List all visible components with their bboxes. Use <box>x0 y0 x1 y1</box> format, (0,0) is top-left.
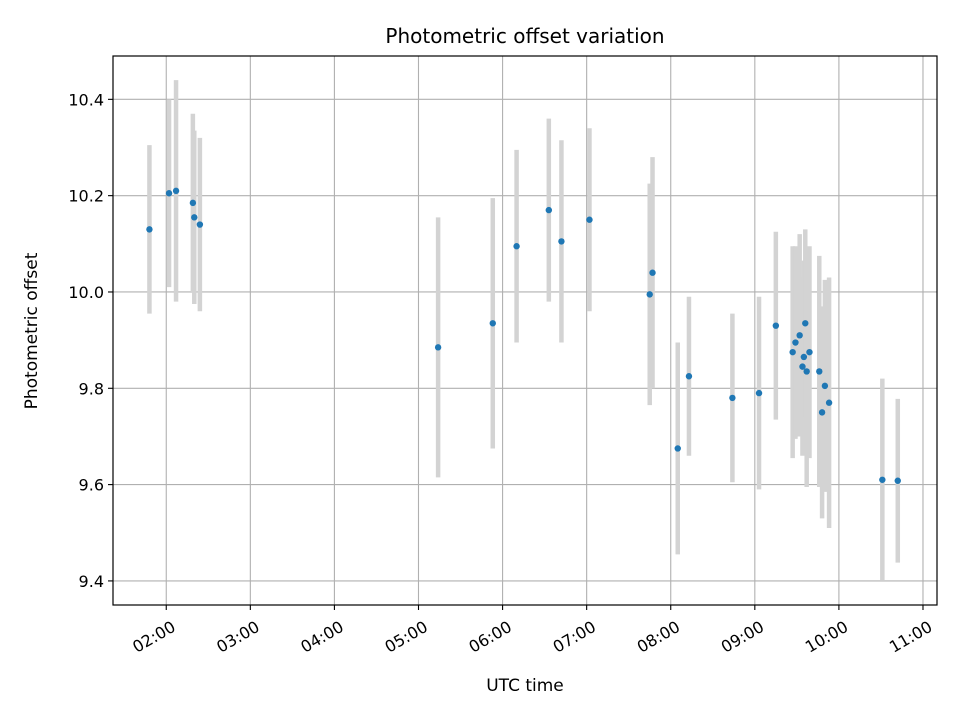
y-tick-label: 10.4 <box>68 90 104 109</box>
data-point <box>191 214 198 221</box>
data-point <box>755 389 763 397</box>
data-point <box>803 368 810 375</box>
data-point <box>558 238 565 245</box>
plot-area-frame <box>112 55 938 606</box>
data-point <box>816 368 823 375</box>
data-point <box>434 344 442 351</box>
data-point <box>806 348 813 356</box>
y-tick-label: 10.2 <box>68 187 104 206</box>
data-points <box>146 187 901 484</box>
y-tick-label: 9.6 <box>79 476 104 495</box>
data-point <box>586 216 593 223</box>
x-axis-label: UTC time <box>486 676 564 696</box>
data-point <box>489 320 496 327</box>
data-point <box>879 476 886 483</box>
y-axis-label: Photometric offset <box>22 252 42 409</box>
data-point <box>821 382 829 390</box>
y-tick-label: 9.8 <box>79 379 104 398</box>
data-point <box>792 339 799 346</box>
data-point <box>685 373 693 380</box>
data-point <box>189 199 197 207</box>
data-point <box>165 190 173 197</box>
data-point <box>729 394 736 402</box>
y-tick-label: 10.0 <box>68 283 104 302</box>
data-point <box>772 322 780 329</box>
data-point <box>545 206 553 214</box>
data-point <box>802 320 809 327</box>
data-point <box>196 221 204 228</box>
chart-title: Photometric offset variation <box>385 24 664 48</box>
data-point <box>799 363 806 370</box>
data-point <box>172 187 180 195</box>
data-point <box>649 269 656 276</box>
data-point <box>894 477 901 484</box>
data-point <box>818 409 826 416</box>
data-point <box>800 353 808 361</box>
data-point <box>825 399 833 406</box>
data-point <box>674 445 681 452</box>
data-point <box>796 332 803 339</box>
data-point <box>146 226 153 233</box>
y-tick-label: 9.4 <box>79 572 104 591</box>
data-point <box>513 243 520 250</box>
data-point <box>789 348 796 356</box>
data-point <box>646 291 653 298</box>
